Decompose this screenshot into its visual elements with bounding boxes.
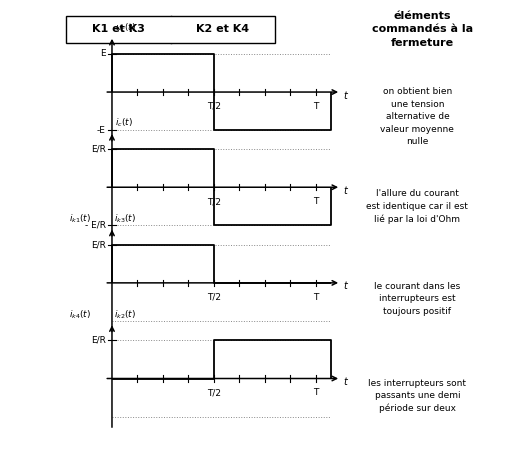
Text: T/2: T/2 — [207, 102, 221, 111]
Bar — [66, 16, 275, 43]
Text: E/R: E/R — [91, 240, 106, 249]
Text: $i_{k3} (t)$: $i_{k3} (t)$ — [114, 213, 136, 225]
Text: K1 et K3: K1 et K3 — [92, 24, 145, 34]
Text: $i_{k1} (t)$: $i_{k1} (t)$ — [69, 213, 91, 225]
Text: T/2: T/2 — [207, 293, 221, 302]
Text: T: T — [313, 293, 318, 302]
Text: T: T — [313, 102, 318, 111]
Text: T/2: T/2 — [207, 388, 221, 397]
Text: l'allure du courant
est identique car il est
lié par la loi d'Ohm: l'allure du courant est identique car il… — [366, 189, 468, 224]
Text: E/R: E/R — [91, 145, 106, 154]
Text: on obtient bien
une tension
alternative de
valeur moyenne
nulle: on obtient bien une tension alternative … — [380, 87, 455, 146]
Text: $i_{k2}(t)$: $i_{k2}(t)$ — [114, 308, 136, 321]
Text: E: E — [100, 49, 106, 58]
Text: le courant dans les
interrupteurs est
toujours positif: le courant dans les interrupteurs est to… — [374, 282, 461, 316]
Text: $i_{k4} (t)$: $i_{k4} (t)$ — [69, 308, 91, 321]
Text: T/2: T/2 — [207, 197, 221, 206]
Text: $u_c(t)$: $u_c(t)$ — [115, 21, 136, 34]
Text: -E: -E — [97, 126, 106, 135]
Text: t: t — [344, 91, 348, 101]
Text: t: t — [344, 377, 348, 387]
Text: E/R: E/R — [91, 336, 106, 345]
Text: éléments
commandés à la
fermeture: éléments commandés à la fermeture — [372, 11, 473, 48]
Text: les interrupteurs sont
passants une demi
période sur deux: les interrupteurs sont passants une demi… — [369, 379, 466, 414]
Text: $i_c(t)$: $i_c(t)$ — [115, 116, 132, 129]
Text: T: T — [313, 197, 318, 206]
Text: K2 et K4: K2 et K4 — [196, 24, 249, 34]
Text: T: T — [313, 388, 318, 397]
Text: t: t — [344, 186, 348, 196]
Text: t: t — [344, 282, 348, 291]
Text: - E/R: - E/R — [85, 221, 106, 230]
